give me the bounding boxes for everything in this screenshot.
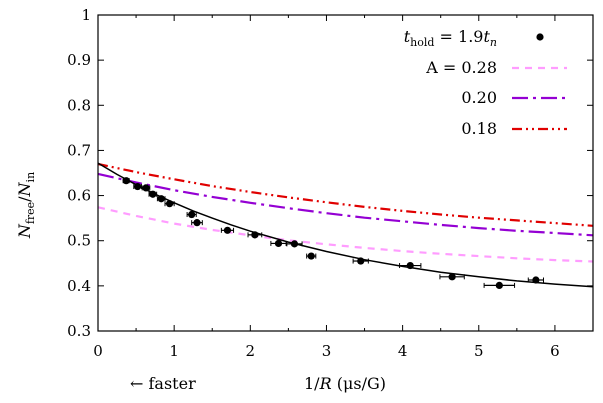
y-axis-label: Nfree/Nin [15,172,37,239]
model-curve-1 [97,206,594,263]
y-tick-label: 0.3 [67,322,91,340]
legend-label-data: thold = 1.9tn [404,27,497,49]
model-curve-2 [97,172,594,237]
legend: thold = 1.9tn A = 0.28 0.20 0.18 [404,27,567,138]
point-marker [290,240,299,248]
point-marker [193,219,201,227]
axis-ticks: 0 1 2 3 4 5 6 0.3 0.4 0.5 0.6 0.7 0.8 0.9 1 [67,6,593,360]
data-point [270,239,287,248]
point-marker [223,226,232,234]
data-points [122,177,544,290]
point-marker [157,195,165,203]
point-marker [532,276,540,284]
data-point [186,210,197,219]
y-tick-label: 1 [81,6,91,24]
data-point [148,190,158,198]
data-point [483,281,516,290]
y-tick-label: 0.5 [67,232,91,250]
x-tick-label: 5 [474,342,484,360]
data-point [141,184,151,192]
data-point [164,200,175,208]
point-marker [149,190,157,198]
data-point [352,257,369,265]
plot-frame [97,14,594,332]
y-tick-label: 0.6 [67,187,91,205]
point-marker [165,200,174,208]
y-tick-label: 0.7 [67,141,91,159]
x-tick-label: 2 [246,342,256,360]
data-point [191,219,203,227]
data-point [247,231,263,239]
data-point [156,195,166,203]
point-marker [307,252,315,260]
data-point [220,226,235,234]
legend-label-1: A = 0.28 [425,58,497,77]
data-point [399,261,422,270]
point-marker [448,273,456,281]
y-tick-label: 0.4 [67,277,91,295]
point-marker [357,257,365,265]
data-point [286,240,303,248]
x-tick-label: 1 [169,342,179,360]
data-point [122,177,130,185]
data-point [439,273,465,281]
x-tick-label: 3 [322,342,332,360]
data-point [306,252,317,260]
data-point [527,276,544,284]
legend-marker-data [536,33,544,41]
x-tick-label: 4 [398,342,408,360]
point-marker [188,210,196,219]
x-axis-label: 1/R (μs/G) [304,374,386,393]
x-tick-label: 0 [93,342,103,360]
y-tick-label: 0.9 [67,51,91,69]
point-marker [251,231,259,239]
legend-label-2: 0.20 [461,88,497,107]
faster-annotation: ← faster [130,374,196,393]
legend-label-3: 0.18 [461,119,497,138]
fit-curve [97,162,594,288]
plot-area [97,162,594,288]
model-curve-3 [97,162,594,227]
data-point [133,182,142,191]
y-tick-label: 0.8 [67,96,91,114]
point-marker [274,239,283,248]
x-tick-label: 6 [550,342,560,360]
point-marker [142,184,150,192]
point-marker [406,261,414,270]
point-marker [495,281,503,290]
point-marker [134,182,142,191]
point-marker [122,177,130,185]
